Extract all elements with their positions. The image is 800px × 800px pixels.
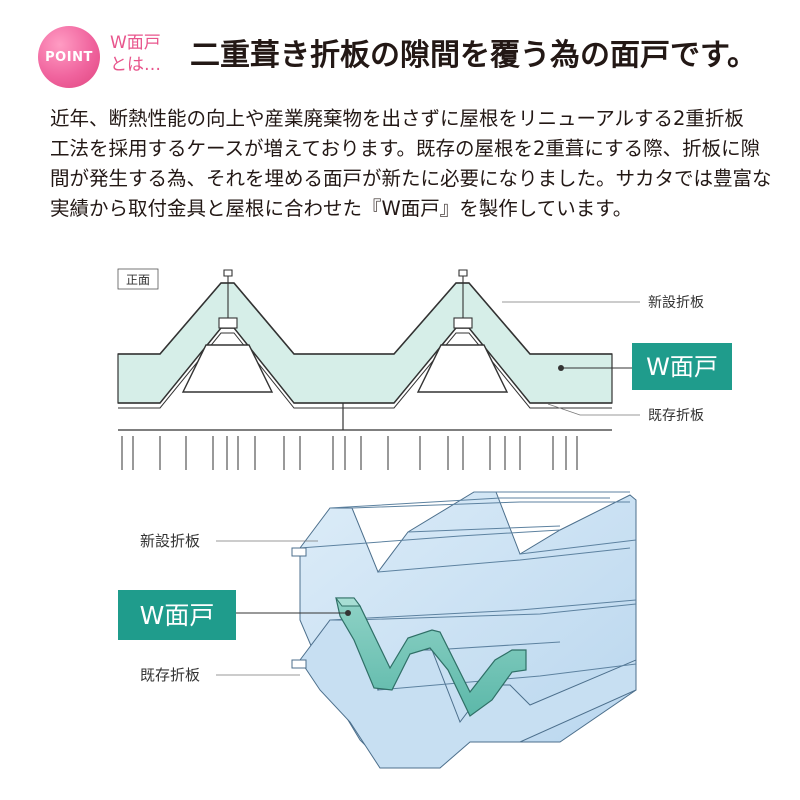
leader-existing-panel [547,403,640,416]
point-badge: POINT [38,26,100,88]
perspective-view-diagram: 新設折板 W面戸 既存折板 [118,491,637,769]
w-mendo-3d-top [335,597,361,607]
w-mendo-tag [632,343,732,390]
new-panel-outline [118,282,612,355]
purlin-hatch [121,436,578,470]
w-mendo-3d [335,597,527,717]
existing-panel-outline [118,327,612,404]
description-line: 実績から取付金具と屋根に合わせた『W面戸』を製作しています。 [50,197,633,220]
point-subtitle-line1: W面戸 [110,33,161,53]
front-view-label-box [117,268,159,290]
label-existing-panel: 既存折板 [648,408,704,424]
description-line: 工法を採用するケースが増えております。既存の屋根を2重葺にする際、折板に隙 [50,137,761,160]
existing-panel-outline-inner [118,332,612,409]
mendo-cavity-left [181,344,274,393]
new-panel-ridges [299,491,637,573]
w-mendo-tag-text: W面戸 [646,353,718,381]
leader-dot-3d-w-mendo [345,610,351,616]
label-3d-existing-panel: 既存折板 [140,666,200,684]
w-mendo-3d-tag [118,590,236,640]
point-subtitle-line2: とは… [110,55,161,75]
label-new-panel: 新設折板 [648,295,704,311]
bracket-right [453,269,473,329]
description-line: 間が発生する為、それを埋める面戸が新たに必要になりました。サカタでは豊富な [50,167,772,190]
mendo-cavity-right [416,344,509,393]
bracket-3d-upper [291,547,307,557]
front-view-label: 正面 [126,273,150,287]
point-subtitle: W面戸 とは… [110,32,161,76]
bracket-3d-lower [291,659,307,669]
front-view-diagram: 正面 [117,268,732,470]
description-line: 近年、断熱性能の向上や産業廃棄物を出さずに屋根をリニューアルする2重折板 [50,107,744,130]
description-paragraph: 近年、断熱性能の向上や産業廃棄物を出さずに屋根をリニューアルする2重折板 工法を… [50,104,772,224]
w-mendo-3d-tag-text: W面戸 [140,601,215,630]
existing-panel-ridges [329,599,637,691]
label-3d-new-panel: 新設折板 [140,532,200,550]
page-title: 二重葺き折板の隙間を覆う為の面戸です。 [190,38,757,73]
bracket-left [218,269,238,329]
